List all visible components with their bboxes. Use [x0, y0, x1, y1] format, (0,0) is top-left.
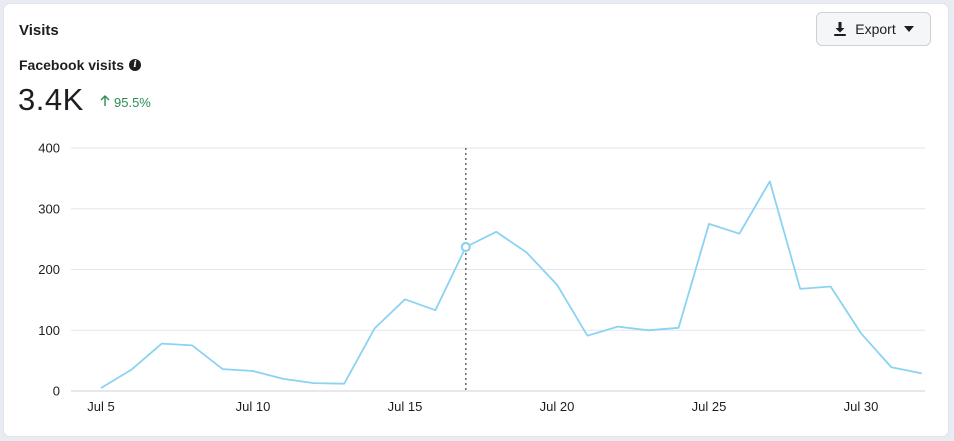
caret-down-icon	[903, 26, 914, 32]
data-point[interactable]	[736, 231, 742, 237]
data-point[interactable]	[372, 325, 378, 331]
data-point[interactable]	[493, 229, 499, 235]
metric-value: 3.4K	[18, 82, 84, 117]
data-point[interactable]	[767, 178, 773, 184]
metric-label: Facebook visits i	[19, 57, 142, 73]
info-icon[interactable]: i	[129, 59, 142, 71]
x-tick-label: Jul 5	[87, 399, 114, 414]
data-point[interactable]	[402, 296, 408, 302]
data-point[interactable]	[584, 333, 590, 339]
x-tick-label: Jul 25	[692, 399, 727, 414]
data-point[interactable]	[159, 341, 165, 347]
export-button[interactable]: Export	[816, 12, 931, 46]
series-line-facebook-visits	[100, 180, 922, 389]
download-icon	[833, 21, 847, 37]
data-point[interactable]	[311, 380, 317, 386]
data-point[interactable]	[524, 249, 530, 255]
x-tick-label: Jul 20	[540, 399, 575, 414]
data-point[interactable]	[554, 282, 560, 288]
card-title: Visits	[19, 22, 59, 39]
data-point[interactable]	[250, 368, 256, 374]
data-point[interactable]	[645, 327, 651, 333]
data-point[interactable]	[919, 370, 925, 376]
data-point[interactable]	[189, 342, 195, 348]
data-point[interactable]	[676, 325, 682, 331]
data-point[interactable]	[128, 367, 134, 373]
data-point[interactable]	[888, 364, 894, 370]
data-point[interactable]	[706, 221, 712, 227]
highlighted-data-point[interactable]	[460, 241, 471, 253]
y-tick-label: 0	[53, 384, 60, 399]
visits-card: Visits Export Facebook visits i 3.4K 95.…	[4, 4, 948, 436]
metric-label-text: Facebook visits	[19, 57, 125, 73]
y-tick-label: 300	[38, 201, 60, 216]
data-point[interactable]	[858, 330, 864, 336]
data-point[interactable]	[280, 376, 286, 382]
data-point[interactable]	[432, 307, 438, 313]
data-point[interactable]	[828, 284, 834, 290]
arrow-up-icon	[100, 95, 110, 110]
change-value: 95.5%	[114, 95, 151, 110]
x-tick-label: Jul 15	[388, 399, 423, 414]
data-point[interactable]	[615, 324, 621, 330]
export-label: Export	[855, 21, 896, 37]
y-tick-label: 400	[38, 141, 60, 156]
y-tick-label: 200	[38, 262, 60, 277]
x-tick-label: Jul 10	[236, 399, 271, 414]
data-point[interactable]	[98, 385, 104, 391]
data-point[interactable]	[220, 366, 226, 372]
x-tick-label: Jul 30	[844, 399, 879, 414]
data-point[interactable]	[797, 286, 803, 292]
y-tick-label: 100	[38, 323, 60, 338]
data-point[interactable]	[341, 381, 347, 387]
change-indicator: 95.5%	[100, 95, 151, 110]
